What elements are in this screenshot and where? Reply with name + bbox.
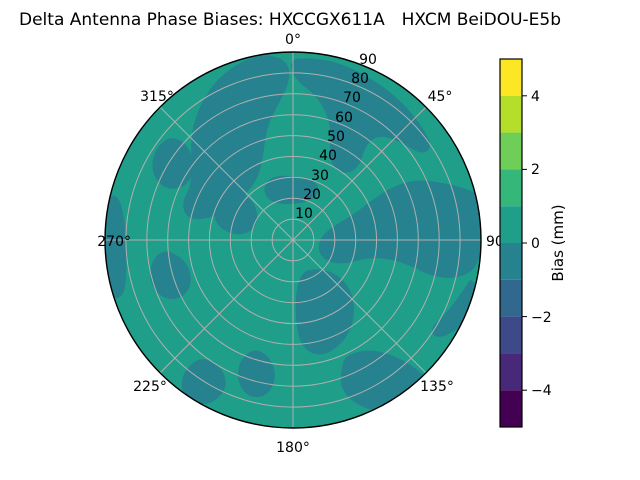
radius-label-30: 30 <box>311 168 329 184</box>
angle-label-180: 180° <box>276 440 310 456</box>
angle-label-270: 270° <box>97 234 131 250</box>
contour-region-center-n <box>264 175 319 205</box>
colorbar-label-0: 0 <box>531 236 540 252</box>
contour-region-west-rim <box>105 195 127 298</box>
colorbar-segment--5--4 <box>500 390 522 427</box>
radius-label-60: 60 <box>335 110 353 126</box>
colorbar-label--2: −2 <box>531 310 552 326</box>
radius-label-50: 50 <box>327 129 345 145</box>
contour-region-ese-rim <box>432 280 478 337</box>
colorbar: 4 2 0 −2 −4 Bias (mm) <box>499 58 567 428</box>
colorbar-label--4: −4 <box>531 383 552 399</box>
colorbar-tick-marks <box>522 95 527 391</box>
angle-label-45: 45° <box>428 89 453 105</box>
polar-grid <box>105 52 481 428</box>
colorbar-axis-label: Bias (mm) <box>549 204 567 281</box>
colorbar-segment-2-3 <box>500 132 522 170</box>
radius-label-90: 90 <box>359 52 377 68</box>
colorbar-segment--1-0 <box>500 243 522 280</box>
angle-label-90: 90 <box>486 234 504 250</box>
colorbar-label-4: 4 <box>531 89 540 105</box>
contour-region-east <box>318 180 481 278</box>
angle-label-315: 315° <box>140 89 174 105</box>
radius-label-10: 10 <box>295 206 313 222</box>
radius-label-40: 40 <box>319 148 337 164</box>
angle-label-135: 135° <box>420 379 454 395</box>
polar-boundary <box>104 51 482 429</box>
chart-title-left: Delta Antenna Phase Biases: HXCCGX611A <box>19 10 385 30</box>
colorbar-segment-0-1 <box>500 206 522 243</box>
radius-label-20: 20 <box>303 187 321 203</box>
colorbar-segment--2--1 <box>500 279 522 317</box>
grid-spoke-diag-135 <box>159 106 427 374</box>
contour-region-wnw <box>152 138 194 189</box>
colorbar-label-2: 2 <box>531 162 540 178</box>
contour-region-center-nw <box>213 190 258 235</box>
colorbar-segments <box>500 59 522 427</box>
colorbar-segment-3-4 <box>500 95 522 133</box>
colorbar-segment-4-5 <box>500 59 522 96</box>
angular-tick-labels: 0° 45° 90 135° 180° 225° 270° 315° <box>97 32 504 456</box>
contour-region-west-mid <box>150 251 191 299</box>
contour-region-ne-rim <box>290 58 431 173</box>
radius-label-70: 70 <box>343 90 361 106</box>
radial-tick-labels: 10 20 30 40 50 60 70 80 90 <box>295 52 377 222</box>
contour-region-nnw <box>183 55 290 220</box>
angle-label-0: 0° <box>285 32 301 48</box>
colorbar-tick-labels: 4 2 0 −2 −4 <box>531 89 552 399</box>
radius-label-80: 80 <box>351 71 369 87</box>
colorbar-segment-1-2 <box>500 169 522 207</box>
chart-title-right: HXCM BeiDOU-E5b <box>402 10 561 30</box>
angle-label-225: 225° <box>133 379 167 395</box>
colorbar-segment--4--3 <box>500 353 522 391</box>
colorbar-segment--3--2 <box>500 316 522 354</box>
